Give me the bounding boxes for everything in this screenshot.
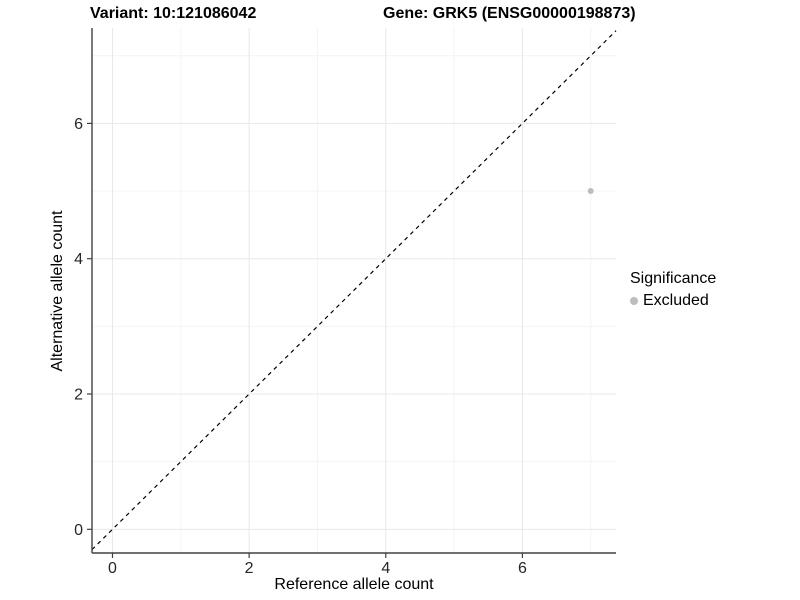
x-tick-label: 0: [108, 560, 117, 577]
x-tick-label: 6: [518, 560, 527, 577]
x-tick-label: 4: [381, 560, 390, 577]
legend-entry-label: Excluded: [643, 292, 709, 309]
legend: Significance Excluded: [630, 270, 716, 310]
x-tick-label: 2: [245, 560, 254, 577]
excluded-point-icon: [630, 297, 638, 305]
legend-entry-excluded: Excluded: [630, 292, 716, 310]
identity-line: [91, 30, 617, 551]
gene-title: Gene: GRK5 (ENSG00000198873): [383, 5, 636, 22]
y-tick-label: 2: [74, 387, 83, 404]
y-tick-label: 6: [74, 116, 83, 133]
x-axis-title: Reference allele count: [274, 576, 434, 593]
y-tick-label: 0: [74, 522, 83, 539]
y-tick-label: 4: [74, 251, 83, 268]
legend-title: Significance: [630, 270, 717, 287]
y-axis-title: Alternative allele count: [49, 210, 66, 372]
variant-title: Variant: 10:121086042: [90, 5, 257, 22]
data-point: [587, 188, 594, 195]
